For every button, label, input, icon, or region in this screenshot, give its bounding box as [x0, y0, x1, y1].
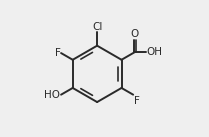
Text: HO: HO	[44, 90, 60, 100]
Text: Cl: Cl	[92, 22, 102, 32]
Text: OH: OH	[147, 47, 163, 57]
Text: O: O	[131, 29, 139, 39]
Text: F: F	[134, 96, 140, 106]
Text: F: F	[55, 48, 60, 58]
